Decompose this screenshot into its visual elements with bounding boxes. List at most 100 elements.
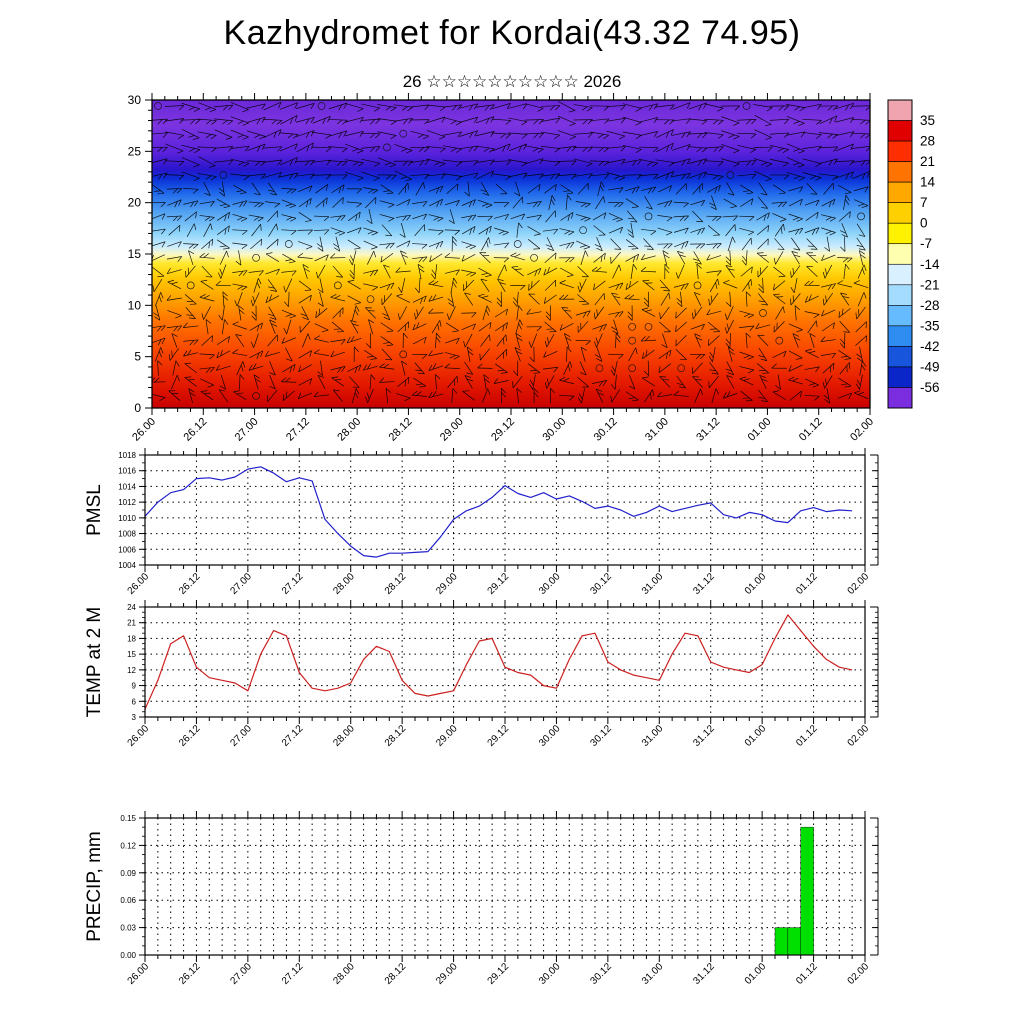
svg-text:26.12: 26.12 xyxy=(177,961,203,987)
svg-text:31.12: 31.12 xyxy=(694,416,722,444)
svg-text:3: 3 xyxy=(132,713,137,722)
svg-text:27.00: 27.00 xyxy=(233,416,261,444)
pmsl-label: PMSL xyxy=(84,484,105,536)
svg-text:29.00: 29.00 xyxy=(434,723,460,749)
svg-text:6: 6 xyxy=(132,697,137,706)
precip-grid xyxy=(145,818,865,955)
svg-text:35: 35 xyxy=(920,113,935,128)
svg-text:-35: -35 xyxy=(920,318,940,333)
svg-text:1008: 1008 xyxy=(118,530,136,539)
svg-text:28.12: 28.12 xyxy=(383,961,409,987)
svg-text:01.12: 01.12 xyxy=(794,723,820,749)
svg-text:-7: -7 xyxy=(920,236,932,251)
svg-text:24: 24 xyxy=(127,603,136,612)
page-subtitle: 26 ☆☆☆☆☆☆☆☆☆☆ 2026 xyxy=(402,72,622,91)
svg-text:01.12: 01.12 xyxy=(797,416,825,444)
svg-text:10: 10 xyxy=(128,298,142,312)
svg-text:26.00: 26.00 xyxy=(126,961,152,987)
svg-text:27.12: 27.12 xyxy=(280,571,306,597)
svg-text:30.00: 30.00 xyxy=(537,961,563,987)
svg-text:27.12: 27.12 xyxy=(280,961,306,987)
svg-text:27.00: 27.00 xyxy=(229,723,255,749)
svg-text:0: 0 xyxy=(920,216,928,231)
temperature-field xyxy=(152,100,870,408)
svg-text:26.12: 26.12 xyxy=(177,571,203,597)
svg-text:29.12: 29.12 xyxy=(486,571,512,597)
svg-text:1006: 1006 xyxy=(118,545,136,554)
svg-text:01.12: 01.12 xyxy=(794,571,820,597)
svg-text:31.00: 31.00 xyxy=(640,571,666,597)
svg-text:15: 15 xyxy=(127,650,136,659)
svg-text:1014: 1014 xyxy=(118,482,136,491)
svg-text:1016: 1016 xyxy=(118,467,136,476)
svg-text:26.00: 26.00 xyxy=(130,416,158,444)
precip-right-axis xyxy=(870,817,879,956)
svg-text:29.00: 29.00 xyxy=(434,961,460,987)
cross-section-panel: 0 5 10 15 20 25 30 26.00 26.12 27.00 27.12 28.00 28.… xyxy=(128,93,940,444)
svg-text:-42: -42 xyxy=(920,339,940,354)
svg-text:-14: -14 xyxy=(920,257,940,272)
svg-text:28.12: 28.12 xyxy=(383,571,409,597)
temp-2m-line xyxy=(144,614,853,710)
svg-text:01.00: 01.00 xyxy=(743,571,769,597)
svg-text:28.12: 28.12 xyxy=(387,416,415,444)
svg-text:30.00: 30.00 xyxy=(540,416,568,444)
svg-text:29.12: 29.12 xyxy=(486,723,512,749)
svg-text:26.00: 26.00 xyxy=(126,571,152,597)
pmsl-line xyxy=(144,466,853,558)
temp-2m-right-axis xyxy=(870,606,879,718)
svg-text:30.12: 30.12 xyxy=(589,571,615,597)
page-title: Kazhydromet for Kordai(43.32 74.95) xyxy=(223,14,801,52)
svg-text:0.12: 0.12 xyxy=(120,841,136,850)
temperature-colorbar: 35 28 21 14 7 0 -7 -14 -21 -28 -35 -42 -49 -56 xyxy=(887,99,940,409)
svg-text:0.03: 0.03 xyxy=(120,924,136,933)
svg-text:0.09: 0.09 xyxy=(120,869,136,878)
svg-text:0.06: 0.06 xyxy=(120,896,136,905)
svg-text:21: 21 xyxy=(127,619,136,628)
svg-text:15: 15 xyxy=(128,247,142,261)
svg-text:25: 25 xyxy=(128,144,142,158)
svg-text:29.00: 29.00 xyxy=(434,571,460,597)
svg-text:28.00: 28.00 xyxy=(335,416,363,444)
svg-text:20: 20 xyxy=(128,196,142,210)
svg-text:1012: 1012 xyxy=(118,498,136,507)
svg-text:28: 28 xyxy=(920,134,935,149)
svg-text:9: 9 xyxy=(132,682,137,691)
svg-text:02.00: 02.00 xyxy=(846,961,872,987)
svg-text:29.12: 29.12 xyxy=(489,416,517,444)
svg-text:02.00: 02.00 xyxy=(848,416,876,444)
precip-time-axis: 26.00 26.12 27.00 27.12 28.00 28.12 29.00 29.12… xyxy=(126,811,872,987)
precip-label: PRECIP, mm xyxy=(84,831,105,942)
temp-2m-panel: 3 6 9 12 15 18 21 24 26.00 26.12 27.00 27.12 28.00 28… xyxy=(84,600,879,749)
svg-text:14: 14 xyxy=(920,175,936,190)
pmsl-grid xyxy=(145,455,865,565)
svg-text:27.12: 27.12 xyxy=(284,416,312,444)
svg-text:0.15: 0.15 xyxy=(120,814,136,823)
svg-text:7: 7 xyxy=(920,195,928,210)
svg-text:26.12: 26.12 xyxy=(181,416,209,444)
svg-text:30.00: 30.00 xyxy=(537,723,563,749)
svg-text:30.12: 30.12 xyxy=(589,961,615,987)
precip-bar xyxy=(774,927,789,956)
svg-text:27.12: 27.12 xyxy=(280,723,306,749)
precip-data xyxy=(774,826,814,956)
temp-2m-grid xyxy=(145,607,865,717)
svg-text:31.00: 31.00 xyxy=(643,416,671,444)
svg-text:31.12: 31.12 xyxy=(691,571,717,597)
svg-text:1018: 1018 xyxy=(118,451,136,460)
temp-2m-label: TEMP at 2 M xyxy=(84,607,105,718)
pmsl-time-axis: 26.00 26.12 27.00 27.12 28.00 28.12 29.00 29.12… xyxy=(126,448,871,597)
svg-text:26.00: 26.00 xyxy=(126,723,152,749)
svg-text:28.00: 28.00 xyxy=(331,571,357,597)
cross-section-y-axis: 0 5 10 15 20 25 30 xyxy=(128,93,152,415)
svg-text:31.00: 31.00 xyxy=(640,723,666,749)
precip-bar xyxy=(800,826,814,956)
temp-2m-y-axis: 3 6 9 12 15 18 21 24 xyxy=(127,603,145,722)
svg-text:28.00: 28.00 xyxy=(331,961,357,987)
pmsl-data xyxy=(144,466,853,558)
svg-text:30.12: 30.12 xyxy=(589,723,615,749)
temp-2m-time-axis: 26.00 26.12 27.00 27.12 28.00 28.12 29.00 29.12… xyxy=(126,600,871,749)
svg-text:01.00: 01.00 xyxy=(743,961,769,987)
